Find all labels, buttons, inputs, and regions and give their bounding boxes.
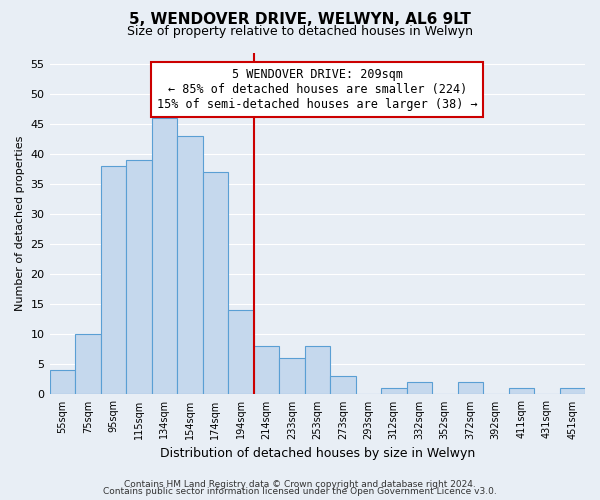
Text: Contains public sector information licensed under the Open Government Licence v3: Contains public sector information licen… [103,488,497,496]
Bar [228,310,254,394]
X-axis label: Distribution of detached houses by size in Welwyn: Distribution of detached houses by size … [160,447,475,460]
Bar [203,172,228,394]
Bar [254,346,279,395]
Bar [50,370,75,394]
Bar [305,346,330,395]
Bar [152,118,177,394]
Bar [177,136,203,394]
Y-axis label: Number of detached properties: Number of detached properties [15,136,25,311]
Bar [407,382,432,394]
Bar [509,388,534,394]
Bar [126,160,152,394]
Bar [560,388,585,394]
Bar [101,166,126,394]
Bar [458,382,483,394]
Text: Size of property relative to detached houses in Welwyn: Size of property relative to detached ho… [127,25,473,38]
Bar [279,358,305,394]
Text: 5, WENDOVER DRIVE, WELWYN, AL6 9LT: 5, WENDOVER DRIVE, WELWYN, AL6 9LT [129,12,471,28]
Bar [381,388,407,394]
Bar [75,334,101,394]
Bar [330,376,356,394]
Text: 5 WENDOVER DRIVE: 209sqm
← 85% of detached houses are smaller (224)
15% of semi-: 5 WENDOVER DRIVE: 209sqm ← 85% of detach… [157,68,478,111]
Text: Contains HM Land Registry data © Crown copyright and database right 2024.: Contains HM Land Registry data © Crown c… [124,480,476,489]
